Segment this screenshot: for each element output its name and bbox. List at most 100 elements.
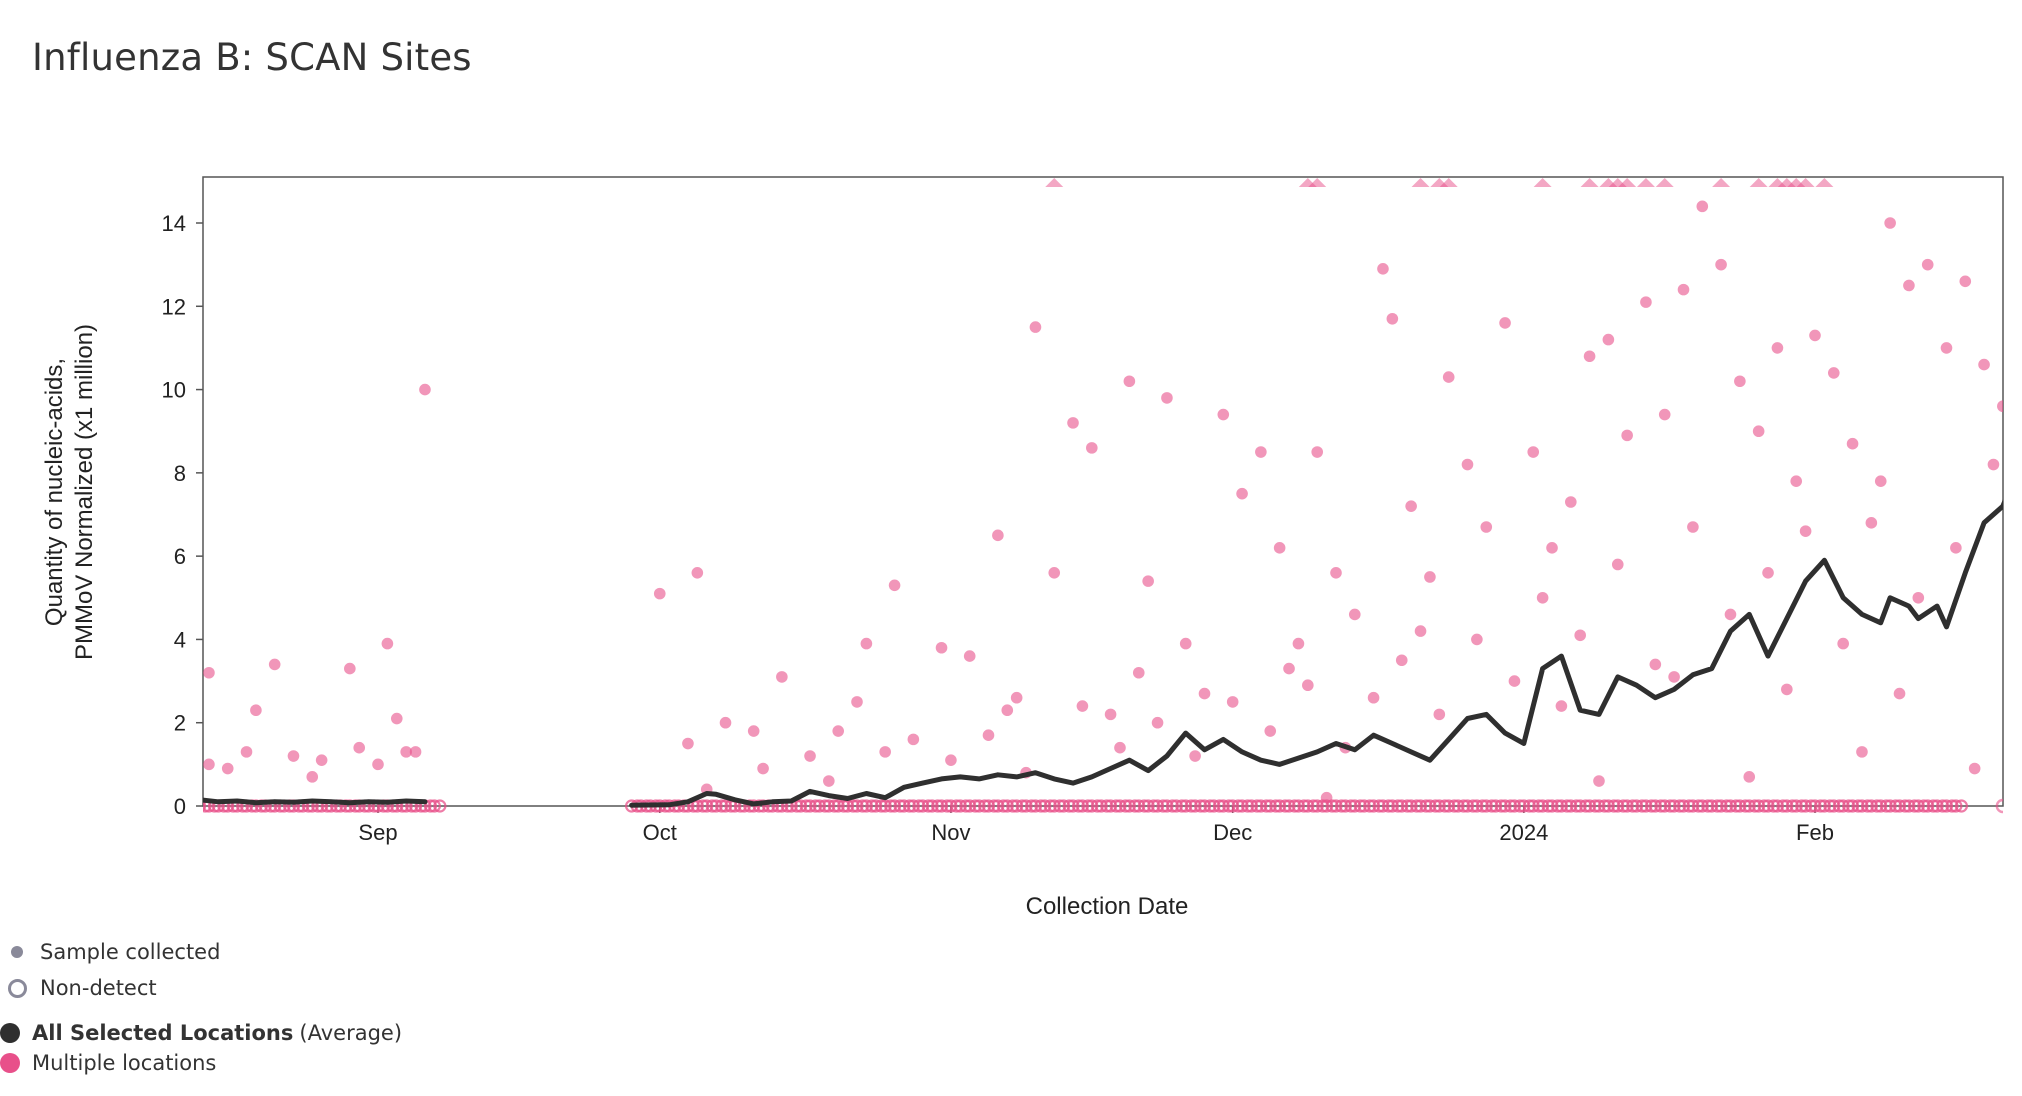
non-detect-point bbox=[991, 799, 1005, 813]
legend-item-multiple-locations[interactable]: Multiple locations bbox=[0, 1051, 216, 1075]
plot-frame bbox=[202, 176, 2004, 807]
non-detect-point bbox=[1254, 799, 1268, 813]
sample-point bbox=[776, 671, 788, 683]
non-detect-point bbox=[1057, 799, 1071, 813]
non-detect-point bbox=[203, 800, 207, 812]
sample-point bbox=[344, 662, 356, 675]
non-detect-point bbox=[1804, 799, 1818, 813]
legend-label-average: All Selected Locations bbox=[32, 1021, 294, 1045]
non-detect-point bbox=[1738, 799, 1752, 813]
non-detect-point bbox=[1705, 799, 1719, 813]
non-detect-point bbox=[996, 799, 1010, 813]
sample-point bbox=[1837, 637, 1849, 650]
non-detect-point bbox=[1667, 799, 1681, 813]
average-line bbox=[203, 797, 428, 806]
legend-item-non-detect[interactable]: Non-detect bbox=[0, 976, 157, 1000]
non-detect-point bbox=[1550, 799, 1565, 813]
sample-point bbox=[1161, 392, 1173, 404]
non-detect-point bbox=[1654, 799, 1668, 813]
sample-point bbox=[1640, 296, 1652, 308]
y-tick-label: 2 bbox=[174, 711, 186, 736]
sample-point bbox=[1809, 329, 1821, 342]
sample-point bbox=[1424, 571, 1436, 583]
sample-point bbox=[804, 750, 816, 762]
sample-point bbox=[1302, 679, 1314, 692]
sample-point bbox=[1442, 371, 1455, 383]
non-detect-point bbox=[1945, 799, 1959, 813]
non-detect-point bbox=[1147, 799, 1161, 813]
non-detect-point bbox=[1489, 799, 1503, 813]
sample-point bbox=[1179, 637, 1192, 650]
non-detect-point bbox=[1658, 799, 1672, 813]
sample-point bbox=[653, 587, 666, 600]
non-detect-point bbox=[1564, 799, 1578, 813]
sample-point bbox=[1471, 633, 1483, 646]
non-detect-point bbox=[808, 799, 823, 813]
non-detect-point bbox=[1391, 799, 1405, 813]
sample-point bbox=[719, 716, 732, 729]
non-detect-point bbox=[1306, 799, 1320, 813]
sample-point bbox=[1574, 629, 1586, 642]
sample-point bbox=[1649, 658, 1662, 671]
sample-point bbox=[963, 650, 976, 662]
non-detect-marker-icon bbox=[8, 978, 27, 998]
above-range-marker bbox=[1411, 178, 1430, 187]
sample-point bbox=[1884, 217, 1896, 229]
non-detect-point bbox=[1780, 799, 1794, 813]
non-detect-point bbox=[987, 799, 1001, 813]
non-detect-point bbox=[1273, 799, 1287, 813]
sample-point bbox=[203, 758, 215, 771]
sample-point bbox=[1527, 446, 1540, 458]
sample-point bbox=[1583, 350, 1596, 363]
non-detect-point bbox=[1827, 799, 1841, 813]
sample-point bbox=[1348, 608, 1361, 621]
non-detect-point bbox=[1757, 799, 1771, 813]
non-detect-point bbox=[1629, 799, 1644, 813]
non-detect-point bbox=[1701, 799, 1715, 813]
sample-point bbox=[1621, 429, 1633, 442]
non-detect-point bbox=[1438, 799, 1452, 813]
non-detect-point bbox=[799, 799, 813, 813]
non-detect-point bbox=[700, 799, 714, 813]
non-detect-point bbox=[1038, 799, 1052, 813]
above-range-marker bbox=[1655, 178, 1674, 187]
non-detect-point bbox=[1485, 799, 1499, 813]
sample-point bbox=[757, 762, 769, 775]
multiple-locations-swatch-icon bbox=[0, 1053, 20, 1073]
sample-point bbox=[1846, 437, 1859, 450]
non-detect-point bbox=[869, 799, 883, 813]
sample-point bbox=[1029, 321, 1042, 333]
sample-point bbox=[1264, 725, 1277, 737]
non-detect-point bbox=[1842, 799, 1856, 813]
sample-point bbox=[1743, 771, 1756, 783]
legend-item-sample-collected[interactable]: Sample collected bbox=[0, 940, 220, 964]
non-detect-point bbox=[1287, 799, 1302, 813]
sample-point bbox=[1602, 333, 1615, 346]
non-detect-point bbox=[1845, 799, 1860, 813]
sample-point bbox=[1536, 591, 1549, 604]
legend-item-average[interactable]: All Selected Locations (Average) bbox=[0, 1021, 402, 1045]
non-detect-point bbox=[1348, 799, 1362, 813]
non-detect-point bbox=[1686, 799, 1700, 813]
sample-point bbox=[1968, 762, 1981, 775]
non-detect-point bbox=[1470, 799, 1484, 813]
non-detect-point bbox=[897, 799, 911, 813]
sample-point bbox=[1114, 741, 1126, 754]
non-detect-point bbox=[1310, 799, 1324, 813]
sample-point bbox=[240, 746, 253, 758]
non-detect-point bbox=[912, 799, 926, 813]
sample-point bbox=[1255, 446, 1267, 458]
sample-point bbox=[1292, 637, 1305, 650]
non-detect-point bbox=[1466, 799, 1480, 813]
non-detect-point bbox=[1175, 799, 1189, 813]
non-detect-point bbox=[1836, 799, 1850, 813]
non-detect-point bbox=[1799, 799, 1813, 813]
non-detect-point bbox=[1372, 799, 1386, 813]
non-detect-point bbox=[1028, 799, 1043, 813]
sample-point bbox=[1781, 683, 1793, 696]
x-tick-label: Feb bbox=[1796, 820, 1834, 845]
non-detect-point bbox=[1024, 799, 1039, 813]
sample-point bbox=[1010, 691, 1023, 704]
non-detect-point bbox=[1263, 799, 1277, 813]
sample-point bbox=[691, 567, 704, 579]
